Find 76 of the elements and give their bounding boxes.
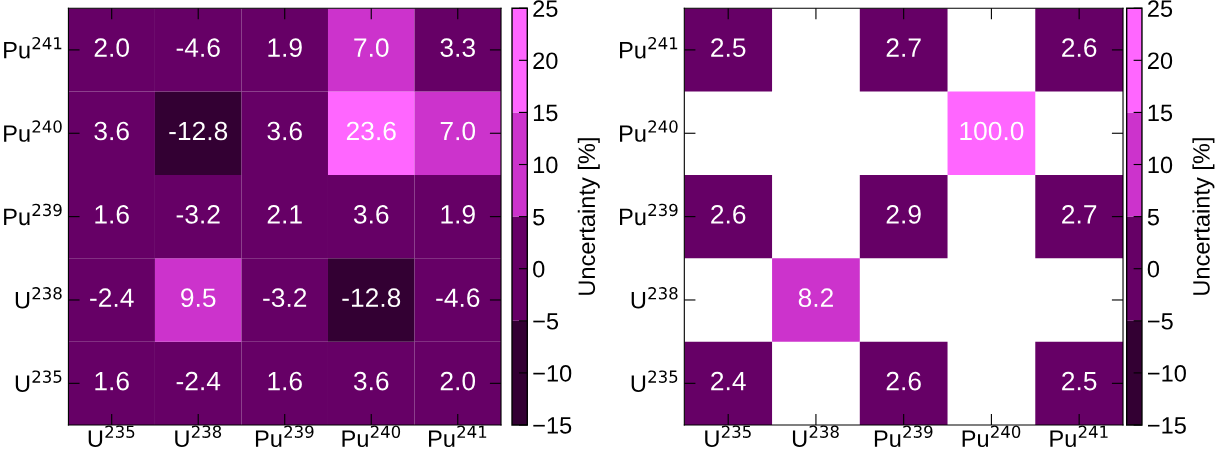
x-tick-label: U$^{238}$ [792,425,839,448]
color-bar-label: 10 [533,156,558,174]
data-label: 1.9 [441,205,475,224]
data-label: 3.6 [353,205,389,224]
data-label: -4.6 [176,38,220,57]
data-label: -2.4 [176,371,221,391]
y-tick-label: Pu$^{240}$ [4,120,62,142]
data-label: 23.6 [346,121,396,141]
data-label: 8.2 [798,288,833,308]
data-label: -3.2 [263,288,307,308]
color-bar-label: −15 [533,417,572,434]
data-label: -3.2 [176,205,220,224]
y-tick-label: Pu$^{239}$ [620,203,678,226]
color-bar-title: Uncertainty [%] [577,138,600,295]
data-label: -2.4 [90,288,134,307]
data-label: 2.6 [886,371,921,391]
data-label: 3.6 [353,371,389,391]
color-bar-label: 5 [533,208,545,226]
data-label: 3.6 [267,121,302,141]
data-label: 2.6 [711,205,746,224]
color-bar-label: 0 [1147,260,1160,278]
x-tick-label: U$^{235}$ [705,425,751,448]
color-bar-label: 15 [533,104,558,122]
x-tick-label: Pu$^{241}$ [1050,425,1108,448]
data-label: 9.5 [181,288,216,308]
y-tick-label: Pu$^{241}$ [620,36,678,59]
y-tick-label: U$^{238}$ [631,287,678,309]
data-label: -12.8 [342,288,401,308]
y-tick-label: U$^{238}$ [15,287,62,309]
color-bar-label: −15 [1147,417,1186,434]
x-tick-label: Pu$^{239}$ [255,425,314,448]
data-label: 2.5 [1062,371,1097,391]
data-label: -4.6 [436,288,480,308]
color-bar-label: 25 [1148,0,1173,18]
data-label: 100.0 [960,121,1024,141]
color-bar-label: 0 [533,260,545,278]
color-bar-label: −5 [533,313,559,330]
data-label: 2.4 [711,371,746,391]
data-label: 7.0 [440,121,476,141]
x-tick-label: Pu$^{240}$ [962,425,1021,448]
data-label: 2.6 [1062,38,1097,57]
data-label: 2.1 [267,205,302,224]
color-bar-label: 25 [533,0,558,18]
color-bar-label: 10 [1148,156,1173,174]
color-bar-title: Uncertainty [%] [1192,138,1215,295]
data-label: 2.9 [886,205,921,224]
data-label: 2.5 [711,38,746,57]
data-label: 2.0 [440,371,476,391]
data-label: 1.9 [268,38,302,57]
color-bar-label: −10 [1147,364,1186,382]
y-tick-label: Pu$^{239}$ [4,203,62,226]
data-label: 1.6 [95,371,129,391]
color-bar-label: 15 [1148,104,1173,122]
x-tick-label: Pu$^{240}$ [342,425,401,448]
y-tick-label: U$^{235}$ [631,370,678,392]
data-label: 2.7 [1062,205,1097,224]
data-label: 3.3 [440,38,475,57]
color-bar-label: 5 [1147,208,1159,226]
x-tick-label: Pu$^{241}$ [429,425,487,448]
x-tick-label: U$^{238}$ [175,425,222,448]
color-bar-label: 20 [1148,52,1173,70]
data-label: 2.7 [886,38,921,57]
color-bar-label: 20 [533,52,558,70]
x-tick-label: Pu$^{239}$ [874,425,933,448]
data-label: 1.6 [95,205,129,224]
data-label: 7.0 [354,38,389,57]
y-tick-label: Pu$^{241}$ [4,36,62,59]
data-label: 3.6 [94,121,129,141]
color-bar-label: −5 [1147,313,1173,330]
data-label: -12.8 [169,121,228,141]
y-tick-label: U$^{235}$ [15,370,62,392]
data-label: 1.6 [268,371,302,391]
color-bar-label: −10 [533,364,572,382]
x-tick-label: U$^{235}$ [88,425,135,448]
y-tick-label: Pu$^{240}$ [620,120,678,142]
data-label: 2.0 [94,38,129,57]
